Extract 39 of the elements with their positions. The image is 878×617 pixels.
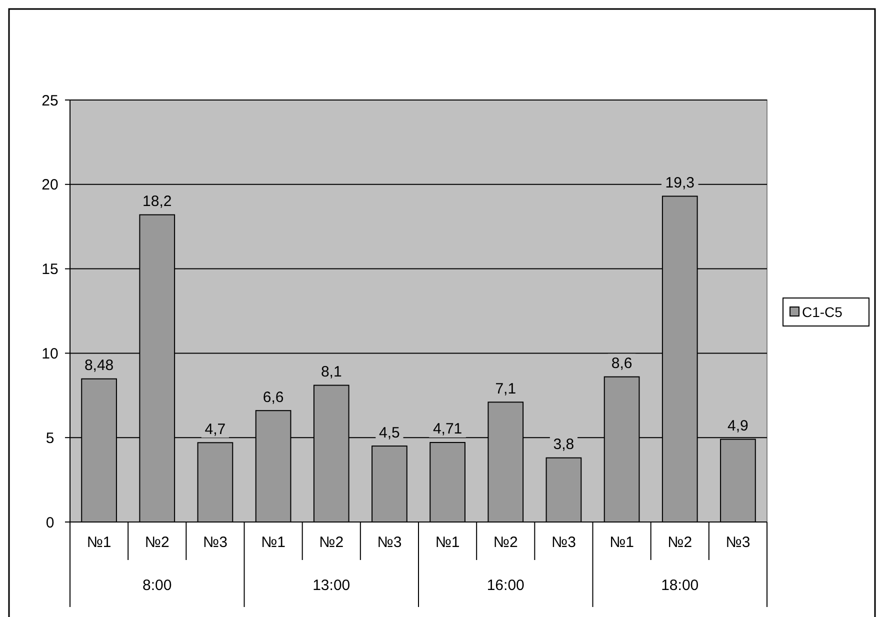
- text: 8:00: [142, 577, 172, 594]
- x-tick-label: №1: [435, 534, 460, 551]
- x-tick-label: №3: [202, 534, 228, 551]
- y-tick-label: 10: [42, 345, 58, 362]
- data-label: 4,7: [204, 420, 226, 438]
- x-tick-label: №3: [726, 534, 750, 551]
- data-label: 7,1: [495, 380, 516, 398]
- bar: [430, 442, 466, 522]
- y-tick-label: 0: [46, 514, 54, 532]
- bar: [372, 446, 408, 522]
- text: 16:00: [486, 577, 524, 594]
- x-tick-label: №3: [377, 534, 402, 551]
- data-label: 6,6: [262, 388, 284, 406]
- text: 18:00: [661, 577, 699, 594]
- x-tick-label: №3: [551, 534, 576, 551]
- x-tick-label: №2: [493, 534, 518, 551]
- x-tick-label: №1: [86, 534, 112, 551]
- data-label: 4,5: [379, 424, 400, 442]
- y-tick-label: 5: [46, 430, 54, 447]
- data-label: 4,71: [432, 420, 462, 438]
- data-label: 8,48: [84, 357, 114, 374]
- data-label: 19,3: [665, 174, 694, 192]
- data-label: 18,2: [142, 193, 172, 210]
- y-tick-label: 15: [42, 261, 58, 278]
- x-tick-label: №2: [319, 534, 344, 551]
- bar: [546, 457, 582, 522]
- y-tick-label: 20: [42, 176, 58, 194]
- text: 13:00: [312, 577, 350, 594]
- x-tick-label: №2: [144, 534, 170, 551]
- y-tick-label: 25: [42, 92, 58, 110]
- data-label: 8,1: [320, 364, 342, 381]
- x-tick-label: №1: [610, 534, 634, 551]
- data-label: 4,9: [728, 418, 748, 435]
- legend-label: C1-C5: [802, 304, 843, 320]
- bar: [197, 442, 234, 522]
- data-label: 3,8: [553, 436, 574, 454]
- data-label: 8,6: [611, 355, 632, 372]
- x-tick-label: №2: [668, 534, 692, 551]
- x-tick-label: №1: [261, 534, 286, 551]
